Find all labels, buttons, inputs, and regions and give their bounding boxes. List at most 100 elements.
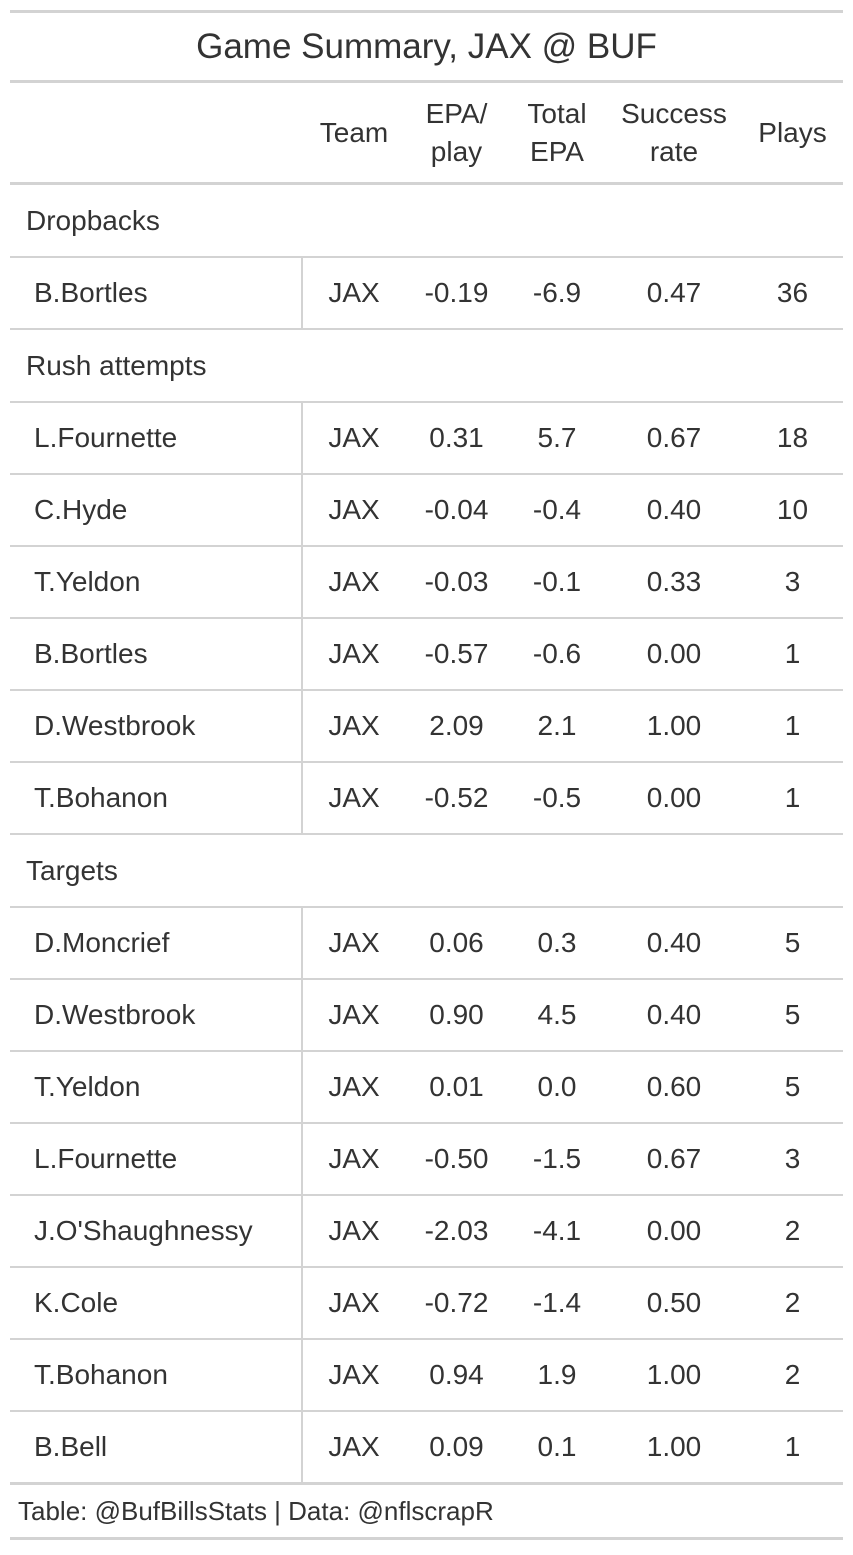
stub-divider <box>301 403 303 473</box>
stub-divider <box>301 1124 303 1194</box>
stub-divider <box>301 691 303 761</box>
plays-cell: 5 <box>784 1071 801 1102</box>
row-rule <box>10 328 843 330</box>
stub-divider <box>301 619 303 689</box>
success-rate-cell: 0.40 <box>646 999 702 1030</box>
table-row: T.Bohanon JAX -0.52 -0.5 0.00 1 <box>10 763 843 833</box>
player-name-cell: B.Bell <box>34 1431 108 1462</box>
table-row: C.Hyde JAX -0.04 -0.4 0.40 10 <box>10 475 843 545</box>
team-cell: JAX <box>328 1287 380 1318</box>
epa-play-cell: -0.72 <box>424 1287 489 1318</box>
plays-cell: 1 <box>784 710 801 741</box>
success-rate-cell: 0.33 <box>646 566 702 597</box>
epa-play-cell: -0.57 <box>424 638 489 669</box>
team-cell: JAX <box>328 277 380 308</box>
player-name-cell: K.Cole <box>34 1287 119 1318</box>
plays-cell: 1 <box>784 1431 801 1462</box>
total-epa-cell: -0.5 <box>532 782 582 813</box>
row-rule <box>10 1410 843 1412</box>
total-epa-cell: -1.4 <box>532 1287 582 1318</box>
epa-play-cell: 2.09 <box>429 710 484 741</box>
total-epa-cell: -0.1 <box>532 566 582 597</box>
summary-table: Game Summary, JAX @ BUF Team EPA/play To… <box>10 10 843 1540</box>
stub-divider <box>301 1052 303 1122</box>
total-epa-cell: -4.1 <box>532 1215 582 1246</box>
col-header-plays: Plays <box>758 116 827 148</box>
plays-cell: 1 <box>784 782 801 813</box>
stub-divider <box>301 1340 303 1410</box>
total-epa-cell: 0.1 <box>537 1431 577 1462</box>
epa-play-cell: -0.19 <box>424 277 489 308</box>
success-rate-cell: 0.00 <box>646 638 702 669</box>
row-rule <box>10 473 843 475</box>
col-header-success-rate: Success rate <box>621 97 727 167</box>
group-label: Rush attempts <box>26 349 207 381</box>
table-row: B.Bortles JAX -0.57 -0.6 0.00 1 <box>10 619 843 689</box>
team-cell: JAX <box>328 566 380 597</box>
success-rate-cell: 0.50 <box>646 1287 702 1318</box>
epa-play-cell: -0.52 <box>424 782 489 813</box>
epa-play-cell: 0.31 <box>429 422 484 453</box>
plays-cell: 10 <box>776 494 809 525</box>
player-name-cell: L.Fournette <box>34 422 178 453</box>
plays-cell: 2 <box>784 1215 801 1246</box>
total-epa-cell: 4.5 <box>537 999 577 1030</box>
group-rule <box>10 401 843 403</box>
team-cell: JAX <box>328 999 380 1030</box>
title-rule <box>10 80 843 83</box>
row-rule <box>10 833 843 835</box>
group-rule <box>10 906 843 908</box>
team-cell: JAX <box>328 927 380 958</box>
team-cell: JAX <box>328 1359 380 1390</box>
row-rule <box>10 689 843 691</box>
team-cell: JAX <box>328 710 380 741</box>
epa-play-cell: 0.90 <box>429 999 484 1030</box>
success-rate-cell: 0.47 <box>646 277 702 308</box>
bottom-rule <box>10 1482 843 1485</box>
total-epa-cell: -1.5 <box>532 1143 582 1174</box>
stub-divider <box>301 980 303 1050</box>
row-rule <box>10 1338 843 1340</box>
total-epa-cell: 0.0 <box>537 1071 577 1102</box>
player-name-cell: T.Bohanon <box>34 782 168 813</box>
col-header-team: Team <box>319 116 389 148</box>
stub-divider <box>301 1196 303 1266</box>
row-rule <box>10 1266 843 1268</box>
table-row: D.Westbrook JAX 2.09 2.1 1.00 1 <box>10 691 843 761</box>
success-rate-cell: 0.60 <box>646 1071 702 1102</box>
team-cell: JAX <box>328 782 380 813</box>
success-rate-cell: 0.00 <box>646 782 702 813</box>
col-header-total-epa: Total EPA <box>527 97 587 167</box>
epa-play-cell: -0.04 <box>424 494 489 525</box>
plays-cell: 3 <box>784 1143 801 1174</box>
team-cell: JAX <box>328 1431 380 1462</box>
plays-cell: 18 <box>776 422 809 453</box>
table-row: T.Yeldon JAX -0.03 -0.1 0.33 3 <box>10 547 843 617</box>
row-rule <box>10 761 843 763</box>
player-name-cell: T.Bohanon <box>34 1359 168 1390</box>
epa-play-cell: 0.01 <box>429 1071 484 1102</box>
group-label: Targets <box>26 854 118 886</box>
table-row: K.Cole JAX -0.72 -1.4 0.50 2 <box>10 1268 843 1338</box>
total-epa-cell: 5.7 <box>537 422 577 453</box>
row-rule <box>10 545 843 547</box>
plays-cell: 5 <box>784 927 801 958</box>
row-rule <box>10 978 843 980</box>
team-cell: JAX <box>328 1215 380 1246</box>
success-rate-cell: 0.67 <box>646 1143 702 1174</box>
player-name-cell: L.Fournette <box>34 1143 178 1174</box>
team-cell: JAX <box>328 494 380 525</box>
success-rate-cell: 1.00 <box>646 1431 702 1462</box>
epa-play-cell: -0.50 <box>424 1143 489 1174</box>
group-rule <box>10 256 843 258</box>
stub-divider <box>301 547 303 617</box>
plays-cell: 5 <box>784 999 801 1030</box>
player-name-cell: T.Yeldon <box>34 1071 141 1102</box>
total-epa-cell: 1.9 <box>537 1359 577 1390</box>
player-name-cell: J.O'Shaughnessy <box>34 1215 253 1246</box>
table-row: T.Yeldon JAX 0.01 0.0 0.60 5 <box>10 1052 843 1122</box>
table-row: L.Fournette JAX 0.31 5.7 0.67 18 <box>10 403 843 473</box>
row-rule <box>10 617 843 619</box>
player-name-cell: B.Bortles <box>34 277 148 308</box>
table-title: Game Summary, JAX @ BUF <box>196 26 657 66</box>
